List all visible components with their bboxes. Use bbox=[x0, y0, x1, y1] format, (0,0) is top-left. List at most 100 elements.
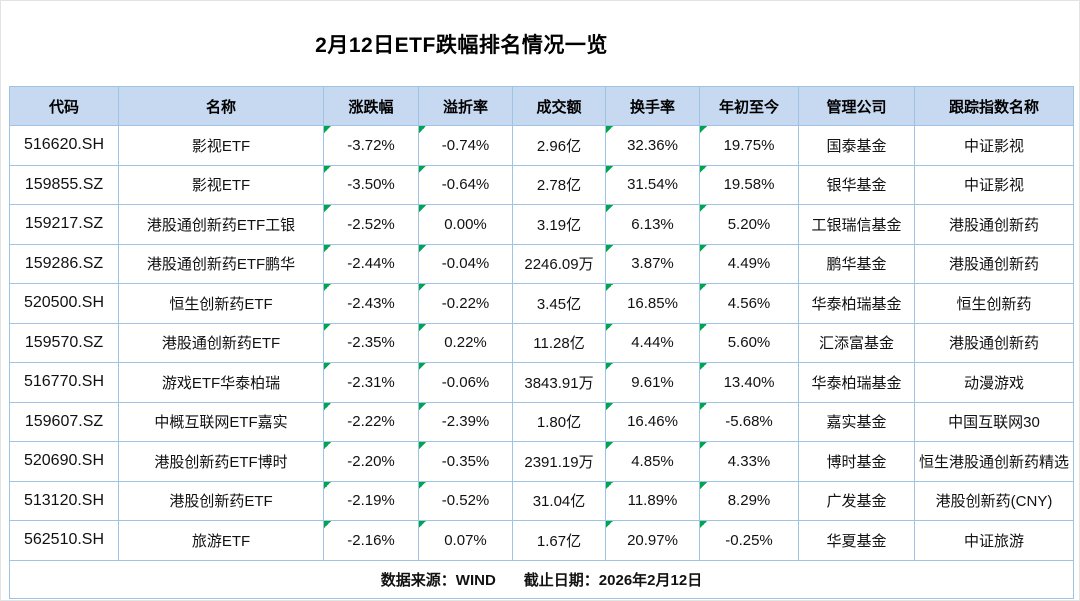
cell-index-name: 港股通创新药 bbox=[914, 204, 1074, 245]
cell-manager: 汇添富基金 bbox=[798, 322, 915, 363]
cell-ytd: 19.75% bbox=[699, 125, 799, 166]
error-indicator-icon bbox=[419, 284, 426, 291]
cell-turnover-rate: 16.85% bbox=[605, 283, 700, 324]
error-indicator-icon bbox=[700, 284, 707, 291]
cell-manager: 鹏华基金 bbox=[798, 243, 915, 284]
cell-change: -2.44% bbox=[323, 243, 419, 284]
cell-turnover: 3.19亿 bbox=[512, 204, 606, 245]
cell-code: 159570.SZ bbox=[9, 322, 119, 363]
error-indicator-icon bbox=[419, 402, 426, 410]
cell-name: 恒生创新药ETF bbox=[118, 283, 324, 324]
table-row: 516620.SH 影视ETF -3.72% -0.74% 2.96亿 32.36% 19.… bbox=[9, 125, 1074, 166]
cell-name: 港股通创新药ETF鹏华 bbox=[118, 243, 324, 284]
error-indicator-icon bbox=[700, 442, 707, 449]
cell-ytd: 19.58% bbox=[699, 164, 799, 205]
column-header-code: 代码 bbox=[9, 86, 119, 126]
cell-manager: 工银瑞信基金 bbox=[798, 204, 915, 245]
error-indicator-icon bbox=[324, 442, 331, 449]
error-indicator-icon bbox=[606, 126, 613, 133]
column-header-turnover: 成交额 bbox=[512, 86, 606, 126]
cell-ytd: 5.60% bbox=[699, 322, 799, 363]
column-header-turnover-rate: 换手率 bbox=[605, 86, 700, 126]
cell-premium: -0.04% bbox=[418, 243, 513, 284]
cell-name: 港股通创新药ETF bbox=[118, 322, 324, 363]
cell-index-name: 动漫游戏 bbox=[914, 362, 1074, 403]
error-indicator-icon bbox=[324, 244, 331, 252]
cell-ytd: -0.25% bbox=[699, 520, 799, 561]
cell-turnover-rate: 32.36% bbox=[605, 125, 700, 166]
error-indicator-icon bbox=[324, 521, 331, 528]
cell-manager: 国泰基金 bbox=[798, 125, 915, 166]
etf-decline-ranking-table: 代码 名称 涨跌幅 溢折率 成交额 换手率 年初至今 管理公司 跟踪指数名称 516620.SH… bbox=[9, 86, 1074, 599]
cell-manager: 广发基金 bbox=[798, 480, 915, 521]
table-row: 520500.SH 恒生创新药ETF -2.43% -0.22% 3.45亿 16.85%… bbox=[9, 283, 1074, 324]
cell-name: 影视ETF bbox=[118, 164, 324, 205]
error-indicator-icon bbox=[606, 165, 613, 173]
table-footer-row: 数据来源：WIND 截止日期：2026年2月12日 bbox=[9, 559, 1074, 599]
error-indicator-icon bbox=[606, 284, 613, 291]
error-indicator-icon bbox=[324, 481, 331, 489]
cell-manager: 嘉实基金 bbox=[798, 401, 915, 442]
cell-turnover-rate: 6.13% bbox=[605, 204, 700, 245]
cell-turnover: 2246.09万 bbox=[512, 243, 606, 284]
cell-change: -3.72% bbox=[323, 125, 419, 166]
column-header-change: 涨跌幅 bbox=[323, 86, 419, 126]
data-source-label: 数据来源：WIND bbox=[380, 571, 496, 589]
table-row: 513120.SH 港股创新药ETF -2.19% -0.52% 31.04亿 11.89… bbox=[9, 480, 1074, 521]
cell-turnover: 1.80亿 bbox=[512, 401, 606, 442]
cell-premium: -0.35% bbox=[418, 441, 513, 482]
cell-premium: -0.06% bbox=[418, 362, 513, 403]
error-indicator-icon bbox=[324, 402, 331, 410]
error-indicator-icon bbox=[324, 284, 331, 291]
cell-index-name: 中证影视 bbox=[914, 164, 1074, 205]
cell-code: 520690.SH bbox=[9, 441, 119, 482]
cell-turnover-rate: 11.89% bbox=[605, 480, 700, 521]
cell-turnover: 3843.91万 bbox=[512, 362, 606, 403]
error-indicator-icon bbox=[606, 442, 613, 449]
cell-name: 中概互联网ETF嘉实 bbox=[118, 401, 324, 442]
cell-turnover-rate: 20.97% bbox=[605, 520, 700, 561]
table-body: 516620.SH 影视ETF -3.72% -0.74% 2.96亿 32.36% 19.… bbox=[9, 125, 1074, 561]
cell-manager: 银华基金 bbox=[798, 164, 915, 205]
cell-index-name: 港股通创新药 bbox=[914, 322, 1074, 363]
error-indicator-icon bbox=[700, 126, 707, 133]
error-indicator-icon bbox=[700, 481, 707, 489]
error-indicator-icon bbox=[324, 165, 331, 173]
cell-ytd: 8.29% bbox=[699, 480, 799, 521]
cell-change: -2.16% bbox=[323, 520, 419, 561]
cell-index-name: 港股创新药(CNY) bbox=[914, 480, 1074, 521]
cell-premium: -2.39% bbox=[418, 401, 513, 442]
error-indicator-icon bbox=[419, 126, 426, 133]
error-indicator-icon bbox=[419, 363, 426, 370]
cell-change: -2.22% bbox=[323, 401, 419, 442]
cell-name: 游戏ETF华泰柏瑞 bbox=[118, 362, 324, 403]
cell-name: 港股通创新药ETF工银 bbox=[118, 204, 324, 245]
column-header-premium: 溢折率 bbox=[418, 86, 513, 126]
cell-ytd: 5.20% bbox=[699, 204, 799, 245]
cell-turnover-rate: 3.87% bbox=[605, 243, 700, 284]
error-indicator-icon bbox=[324, 126, 331, 133]
cell-name: 旅游ETF bbox=[118, 520, 324, 561]
cell-index-name: 恒生创新药 bbox=[914, 283, 1074, 324]
cell-turnover-rate: 31.54% bbox=[605, 164, 700, 205]
cell-name: 港股创新药ETF博时 bbox=[118, 441, 324, 482]
error-indicator-icon bbox=[700, 205, 707, 212]
table-row: 159217.SZ 港股通创新药ETF工银 -2.52% 0.00% 3.19亿 6.13… bbox=[9, 204, 1074, 245]
cell-turnover: 1.67亿 bbox=[512, 520, 606, 561]
cell-premium: -0.64% bbox=[418, 164, 513, 205]
cell-turnover: 2.78亿 bbox=[512, 164, 606, 205]
error-indicator-icon bbox=[324, 363, 331, 370]
cell-turnover: 11.28亿 bbox=[512, 322, 606, 363]
cell-code: 516620.SH bbox=[9, 125, 119, 166]
cell-change: -2.19% bbox=[323, 480, 419, 521]
cell-change: -2.20% bbox=[323, 441, 419, 482]
error-indicator-icon bbox=[606, 521, 613, 528]
error-indicator-icon bbox=[606, 244, 613, 252]
cell-index-name: 中国互联网30 bbox=[914, 401, 1074, 442]
error-indicator-icon bbox=[700, 402, 707, 410]
table-row: 520690.SH 港股创新药ETF博时 -2.20% -0.35% 2391.19万 4… bbox=[9, 441, 1074, 482]
cell-index-name: 港股通创新药 bbox=[914, 243, 1074, 284]
cell-change: -2.43% bbox=[323, 283, 419, 324]
column-header-ytd: 年初至今 bbox=[699, 86, 799, 126]
table-footer-cell: 数据来源：WIND 截止日期：2026年2月12日 bbox=[9, 559, 1074, 599]
